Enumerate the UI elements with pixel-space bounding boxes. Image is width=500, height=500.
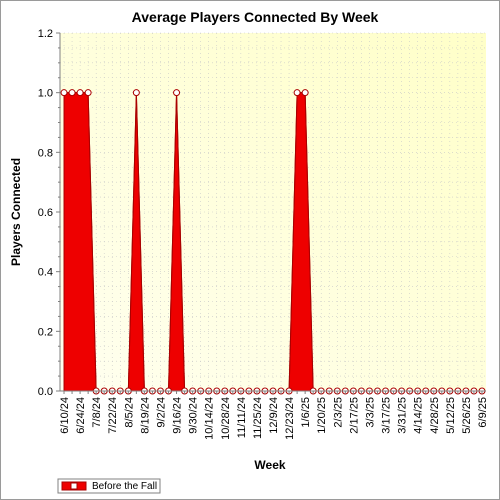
data-point — [132, 89, 140, 97]
x-tick-label: 2/3/25 — [332, 397, 344, 428]
x-tick-label: 3/17/25 — [381, 397, 393, 434]
x-tick-label: 4/14/25 — [413, 397, 425, 434]
x-tick-label: 7/22/24 — [107, 397, 119, 434]
x-tick-label: 6/24/24 — [75, 397, 87, 434]
legend-entry-label: Before the Fall — [92, 481, 157, 492]
data-point — [84, 89, 92, 97]
x-tick-label: 10/28/24 — [220, 397, 232, 440]
data-point — [301, 89, 309, 97]
x-tick-label: 1/20/25 — [316, 397, 328, 434]
y-tick-label: 0.2 — [38, 326, 53, 338]
y-tick-label: 1.2 — [38, 28, 53, 40]
data-point — [293, 89, 301, 97]
legend: Before the Fall — [57, 478, 161, 494]
x-tick-label: 9/2/24 — [155, 397, 167, 428]
chart-title: Average Players Connected By Week — [132, 9, 379, 25]
x-tick-label: 5/12/25 — [445, 397, 457, 434]
x-tick-label: 6/10/24 — [59, 397, 71, 434]
x-tick-label: 9/16/24 — [172, 397, 184, 434]
x-tick-label: 2/17/25 — [348, 397, 360, 434]
x-tick-label: 10/14/24 — [204, 397, 216, 440]
x-tick-label: 3/31/25 — [397, 397, 409, 434]
x-tick-label: 11/11/24 — [236, 397, 248, 438]
data-point — [68, 89, 76, 97]
y-axis-label: Players Connected — [9, 158, 23, 266]
y-tick-label: 0.6 — [38, 207, 53, 219]
data-point — [173, 89, 181, 97]
x-axis-ticks: 6/10/24 6/24/24 7/8/24 7/22/24 8/5/24 8/19/24… — [59, 391, 489, 440]
y-tick-label: 0.8 — [38, 147, 53, 159]
y-tick-label: 1.0 — [38, 88, 53, 100]
x-tick-label: 12/23/24 — [284, 397, 296, 440]
x-tick-label: 5/26/25 — [461, 397, 473, 434]
x-tick-label: 3/3/25 — [364, 397, 376, 428]
x-tick-label: 11/25/24 — [252, 397, 264, 439]
grid — [60, 32, 486, 391]
x-axis-label: Week — [254, 458, 285, 472]
x-tick-label: 9/30/24 — [188, 397, 200, 434]
x-tick-label: 8/19/24 — [139, 397, 151, 434]
legend-marker — [70, 482, 78, 490]
x-tick-label: 1/6/25 — [300, 397, 312, 428]
y-axis-ticks: 0.0 0.2 0.4 0.6 0.8 1.0 1.2 — [38, 28, 60, 398]
data-point — [60, 89, 68, 97]
y-tick-label: 0.4 — [38, 267, 53, 279]
x-tick-label: 8/5/24 — [123, 397, 135, 428]
x-tick-label: 4/28/25 — [429, 397, 441, 434]
x-tick-label: 12/9/24 — [268, 397, 280, 434]
y-tick-label: 0.0 — [38, 386, 53, 398]
x-tick-label: 6/9/25 — [477, 397, 489, 428]
x-tick-label: 7/8/24 — [91, 397, 103, 428]
data-point — [76, 89, 84, 97]
